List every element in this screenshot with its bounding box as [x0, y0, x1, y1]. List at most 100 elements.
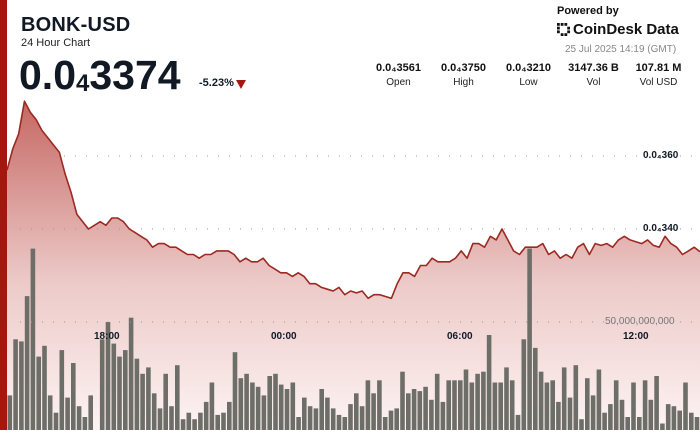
volume-bar: [330, 408, 336, 430]
y-tick-340: 0.0₄340: [643, 223, 679, 234]
x-tick-1800: 18:00: [94, 331, 120, 342]
volume-bar: [463, 369, 469, 430]
volume-bar: [180, 419, 186, 430]
volume-bar: [175, 365, 180, 430]
volume-bar: [244, 373, 249, 430]
volume-bar: [492, 382, 498, 430]
volume-bar: [394, 408, 399, 430]
volume-bar: [602, 412, 607, 430]
volume-bar: [671, 406, 677, 430]
coindesk-logo-icon: [557, 23, 570, 36]
volume-bar: [429, 399, 434, 430]
volume-bar: [417, 391, 423, 430]
volume-bar: [515, 414, 521, 430]
volume-bar: [521, 339, 527, 430]
volume-bar: [538, 371, 544, 430]
chart-subtitle: 24 Hour Chart: [21, 37, 91, 49]
volume-bar: [452, 380, 457, 430]
stats-row: 0.0₄3561 Open 0.0₄3750 High 0.0₄3210 Low 31…: [366, 62, 691, 88]
volume-bar: [186, 412, 192, 430]
volume-bar: [585, 378, 590, 430]
volume-bar: [273, 373, 278, 430]
volume-bar: [590, 395, 596, 430]
volume-bar: [82, 417, 88, 430]
volume-bar: [440, 401, 446, 430]
volume-bar: [232, 352, 238, 430]
x-tick-0600: 06:00: [447, 331, 473, 342]
volume-bar: [625, 417, 630, 430]
volume-bar: [648, 399, 654, 430]
volume-bar: [677, 410, 682, 430]
timestamp: 25 Jul 2025 14:19 (GMT): [565, 44, 677, 55]
volume-tick-50b: 50,000,000,000: [605, 316, 675, 327]
left-accent-bar: [0, 0, 7, 430]
volume-bar: [423, 386, 428, 430]
brand-logo[interactable]: CoinDesk Data: [557, 21, 679, 38]
volume-bar: [527, 248, 532, 430]
volume-bar: [157, 408, 163, 430]
volume-bar: [215, 414, 220, 430]
volume-bar: [365, 380, 371, 430]
volume-bar: [619, 399, 625, 430]
volume-bar: [608, 404, 613, 430]
volume-bar: [88, 395, 93, 430]
volume-bar: [296, 417, 301, 430]
volume-bar: [105, 322, 111, 430]
volume-bar: [267, 376, 272, 430]
volume-bar: [613, 380, 619, 430]
volume-bar: [169, 406, 174, 430]
volume-bar: [637, 417, 642, 430]
volume-bar: [250, 382, 255, 430]
volume-bars: [7, 248, 700, 430]
volume-bar: [134, 358, 140, 430]
current-price: 0.043374: [19, 52, 181, 98]
stat-low: 0.0₄3210 Low: [505, 62, 551, 88]
volume-bar: [486, 335, 492, 430]
volume-bar: [579, 419, 584, 430]
volume-bar: [596, 369, 602, 430]
volume-bar: [371, 393, 376, 430]
volume-bar: [411, 389, 417, 430]
x-tick-1200: 12:00: [623, 331, 649, 342]
volume-bar: [665, 404, 671, 430]
volume-bar: [469, 382, 475, 430]
volume-bar: [146, 367, 151, 430]
volume-bar: [227, 401, 232, 430]
volume-bar: [47, 395, 53, 430]
volume-bar: [192, 419, 197, 430]
volume-bar: [30, 248, 36, 430]
stat-high: 0.0₄3750 High: [440, 62, 486, 88]
volume-bar: [71, 363, 76, 430]
volume-bar: [446, 380, 451, 430]
volume-bar: [284, 389, 290, 430]
volume-bar: [556, 401, 561, 430]
volume-bar: [359, 406, 365, 430]
volume-bar: [694, 417, 700, 430]
volume-bar: [117, 356, 122, 430]
volume-bar: [261, 395, 267, 430]
volume-bar: [573, 365, 579, 430]
volume-bar: [76, 406, 82, 430]
volume-bar: [561, 367, 567, 430]
volume-bar: [336, 414, 342, 430]
volume-bar: [151, 393, 157, 430]
brand-name: CoinDesk Data: [573, 21, 679, 38]
volume-bar: [434, 373, 440, 430]
volume-bar: [319, 389, 324, 430]
volume-bar: [354, 393, 359, 430]
volume-bar: [307, 406, 313, 430]
symbol-title: BONK-USD: [21, 14, 131, 36]
volume-bar: [382, 417, 388, 430]
volume-bar: [498, 382, 503, 430]
volume-bar: [238, 378, 244, 430]
down-arrow-icon: [236, 80, 246, 89]
volume-bar: [255, 386, 261, 430]
volume-bar: [406, 393, 411, 430]
volume-bar: [567, 397, 573, 430]
y-tick-360: 0.0₄360: [643, 150, 679, 161]
volume-bar: [13, 339, 18, 430]
x-tick-0000: 00:00: [271, 331, 297, 342]
volume-bar: [128, 317, 134, 430]
volume-bar: [342, 417, 348, 430]
volume-bar: [278, 384, 284, 430]
